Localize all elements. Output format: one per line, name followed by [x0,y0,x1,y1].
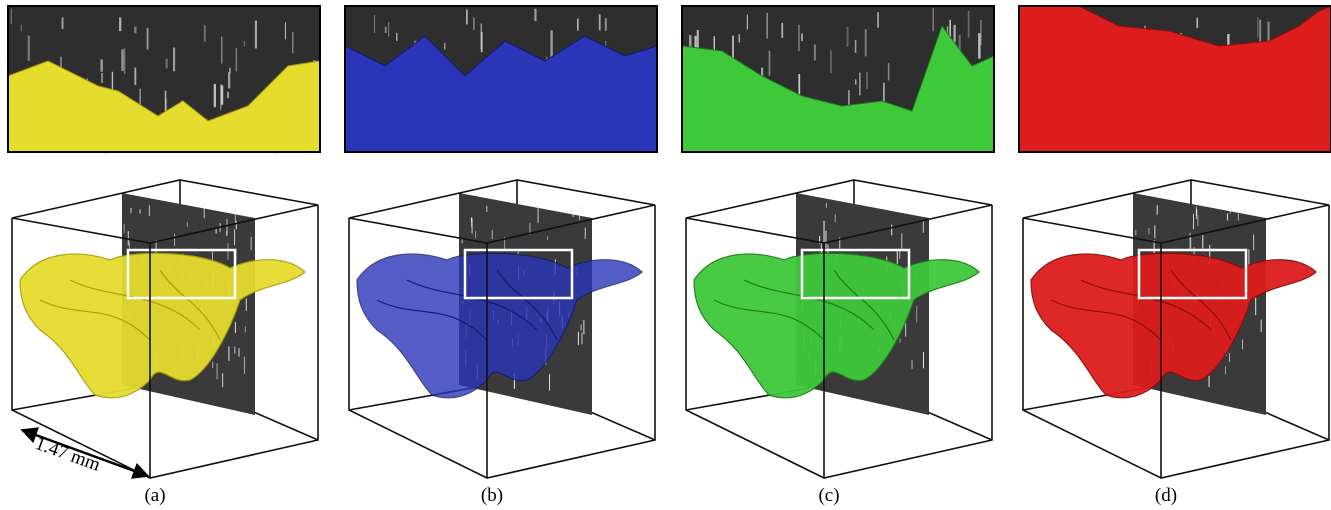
panel-label: (d) [1155,485,1177,506]
figure: 1.47 mm (a) (b) (c) (d) [0,0,1331,510]
panel: (b) [345,6,657,506]
panel: (c) [682,6,994,506]
page: 1.47 mm (a)(b)(c)(d) (() => { const data… [0,0,1331,510]
panel-label: (c) [818,485,839,506]
panel-label: (a) [144,485,165,506]
panel: (d) [1019,6,1331,506]
panel: (a) [8,6,320,506]
panel-label: (b) [481,485,503,506]
scale-label: 1.47 mm [32,433,103,476]
